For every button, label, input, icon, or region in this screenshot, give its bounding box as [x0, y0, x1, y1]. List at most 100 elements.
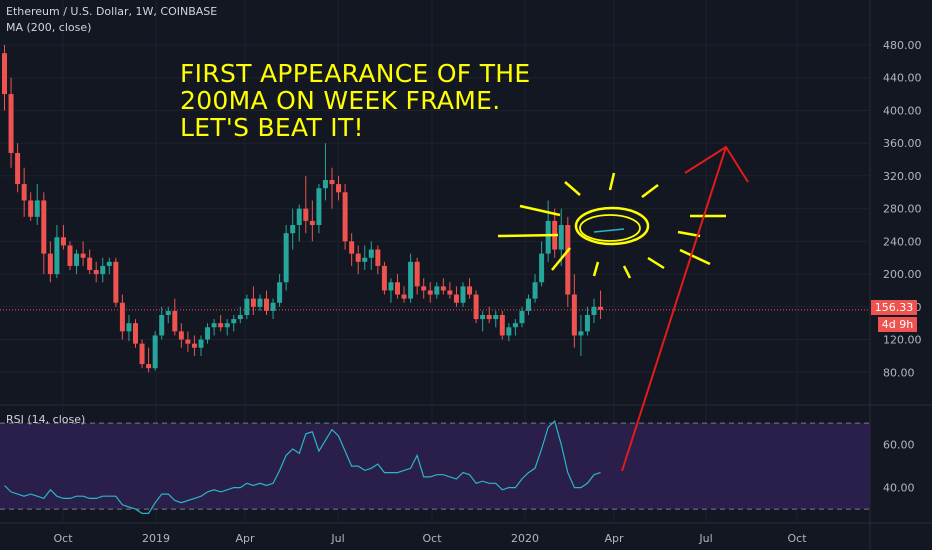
- candle: [211, 319, 217, 336]
- candle: [342, 184, 348, 250]
- price-tick-label: 80.00: [883, 366, 915, 379]
- rsi-series-line: [4, 419, 601, 515]
- price-tick-label: 240.00: [883, 235, 922, 248]
- candle: [375, 245, 381, 275]
- candle: [493, 310, 499, 328]
- candle: [565, 216, 571, 307]
- candle: [368, 241, 374, 270]
- candle: [191, 335, 197, 356]
- candle: [519, 306, 525, 328]
- candle: [93, 261, 99, 283]
- time-axis[interactable]: Oct 2019 Apr Jul Oct 2020 Apr Jul Oct: [53, 532, 807, 545]
- candle: [67, 241, 73, 270]
- target-arrow-drawing: [621, 146, 727, 472]
- candle: [526, 294, 531, 315]
- user-drawings: [497, 145, 749, 472]
- candle: [54, 225, 60, 279]
- candle: [532, 274, 538, 303]
- price-tick-label: 440.00: [883, 72, 922, 85]
- arrow-head-drawing: [684, 145, 749, 183]
- price-tick-label: 480.00: [883, 39, 922, 52]
- time-tick-label: Apr: [604, 532, 624, 545]
- candle: [355, 245, 361, 275]
- time-tick-label: Jul: [698, 532, 712, 545]
- candle: [460, 282, 466, 307]
- price-tick-label: 320.00: [883, 170, 922, 183]
- candle: [283, 225, 289, 291]
- candle: [185, 331, 191, 352]
- candle: [15, 143, 21, 193]
- ma-segment-drawing: [593, 228, 625, 233]
- price-axis[interactable]: 80.00120.00160.00200.00240.00280.00320.0…: [883, 39, 922, 379]
- candle: [126, 315, 132, 342]
- price-tick-label: 200.00: [883, 268, 922, 281]
- candle: [205, 323, 211, 344]
- candle: [172, 298, 178, 336]
- bar-countdown-label: 4d 9h: [878, 317, 917, 332]
- candle: [336, 175, 342, 201]
- candle: [558, 208, 564, 266]
- ma-indicator-label[interactable]: MA (200, close): [6, 21, 92, 34]
- candle: [571, 274, 577, 348]
- sun-ray-drawing: [679, 248, 711, 266]
- candle: [395, 274, 400, 299]
- rsi-band: [0, 422, 870, 510]
- candle: [584, 306, 590, 336]
- candle: [322, 143, 328, 201]
- candle: [277, 274, 283, 307]
- sun-ray-drawing: [641, 184, 659, 198]
- candle: [578, 315, 584, 356]
- candle: [499, 310, 505, 340]
- sun-ray-drawing: [551, 247, 571, 271]
- time-tick-label: Oct: [422, 532, 442, 545]
- candle: [453, 286, 459, 307]
- candle: [473, 290, 479, 324]
- candle: [303, 175, 309, 234]
- time-tick-label: 2019: [142, 532, 170, 545]
- candle: [486, 306, 492, 324]
- symbol-title[interactable]: Ethereum / U.S. Dollar, 1W, COINBASE: [6, 5, 218, 18]
- candle: [467, 278, 473, 299]
- candle: [290, 208, 296, 250]
- candle: [106, 257, 112, 275]
- candle: [178, 323, 184, 348]
- candle: [440, 278, 446, 295]
- rsi-axis[interactable]: 40.00 60.00: [883, 439, 915, 495]
- sun-ray-drawing: [519, 204, 561, 217]
- candle: [224, 319, 230, 336]
- candle: [100, 257, 106, 283]
- candlestick-series: [2, 45, 604, 373]
- last-price-label: 156.33: [871, 300, 917, 315]
- candle: [414, 257, 420, 295]
- sun-ray-drawing: [592, 261, 600, 277]
- candle: [237, 306, 243, 324]
- rsi-indicator-label[interactable]: RSI (14, close): [6, 413, 86, 426]
- candle: [87, 249, 93, 275]
- candle: [421, 278, 427, 299]
- sun-circle-drawing: [574, 206, 650, 246]
- sun-ray-drawing: [647, 256, 665, 270]
- candle: [21, 167, 27, 217]
- time-tick-label: 2020: [511, 532, 539, 545]
- candle: [80, 241, 86, 266]
- candle: [34, 184, 40, 225]
- candle: [146, 347, 152, 373]
- candle: [316, 184, 322, 234]
- price-tick-label: 360.00: [883, 137, 922, 150]
- candle: [427, 282, 433, 303]
- candle: [362, 245, 368, 270]
- time-tick-label: Oct: [53, 532, 73, 545]
- price-tick-label: 120.00: [883, 334, 922, 347]
- candle: [401, 286, 407, 303]
- candle: [270, 298, 276, 320]
- candle: [244, 294, 250, 320]
- candle: [152, 331, 158, 371]
- rsi-band-fill: [0, 423, 870, 510]
- candle: [47, 241, 53, 283]
- sun-ray-drawing: [564, 181, 581, 196]
- candle: [408, 253, 414, 303]
- sun-ray-drawing: [608, 172, 616, 191]
- candle: [139, 339, 145, 369]
- candle: [2, 45, 7, 111]
